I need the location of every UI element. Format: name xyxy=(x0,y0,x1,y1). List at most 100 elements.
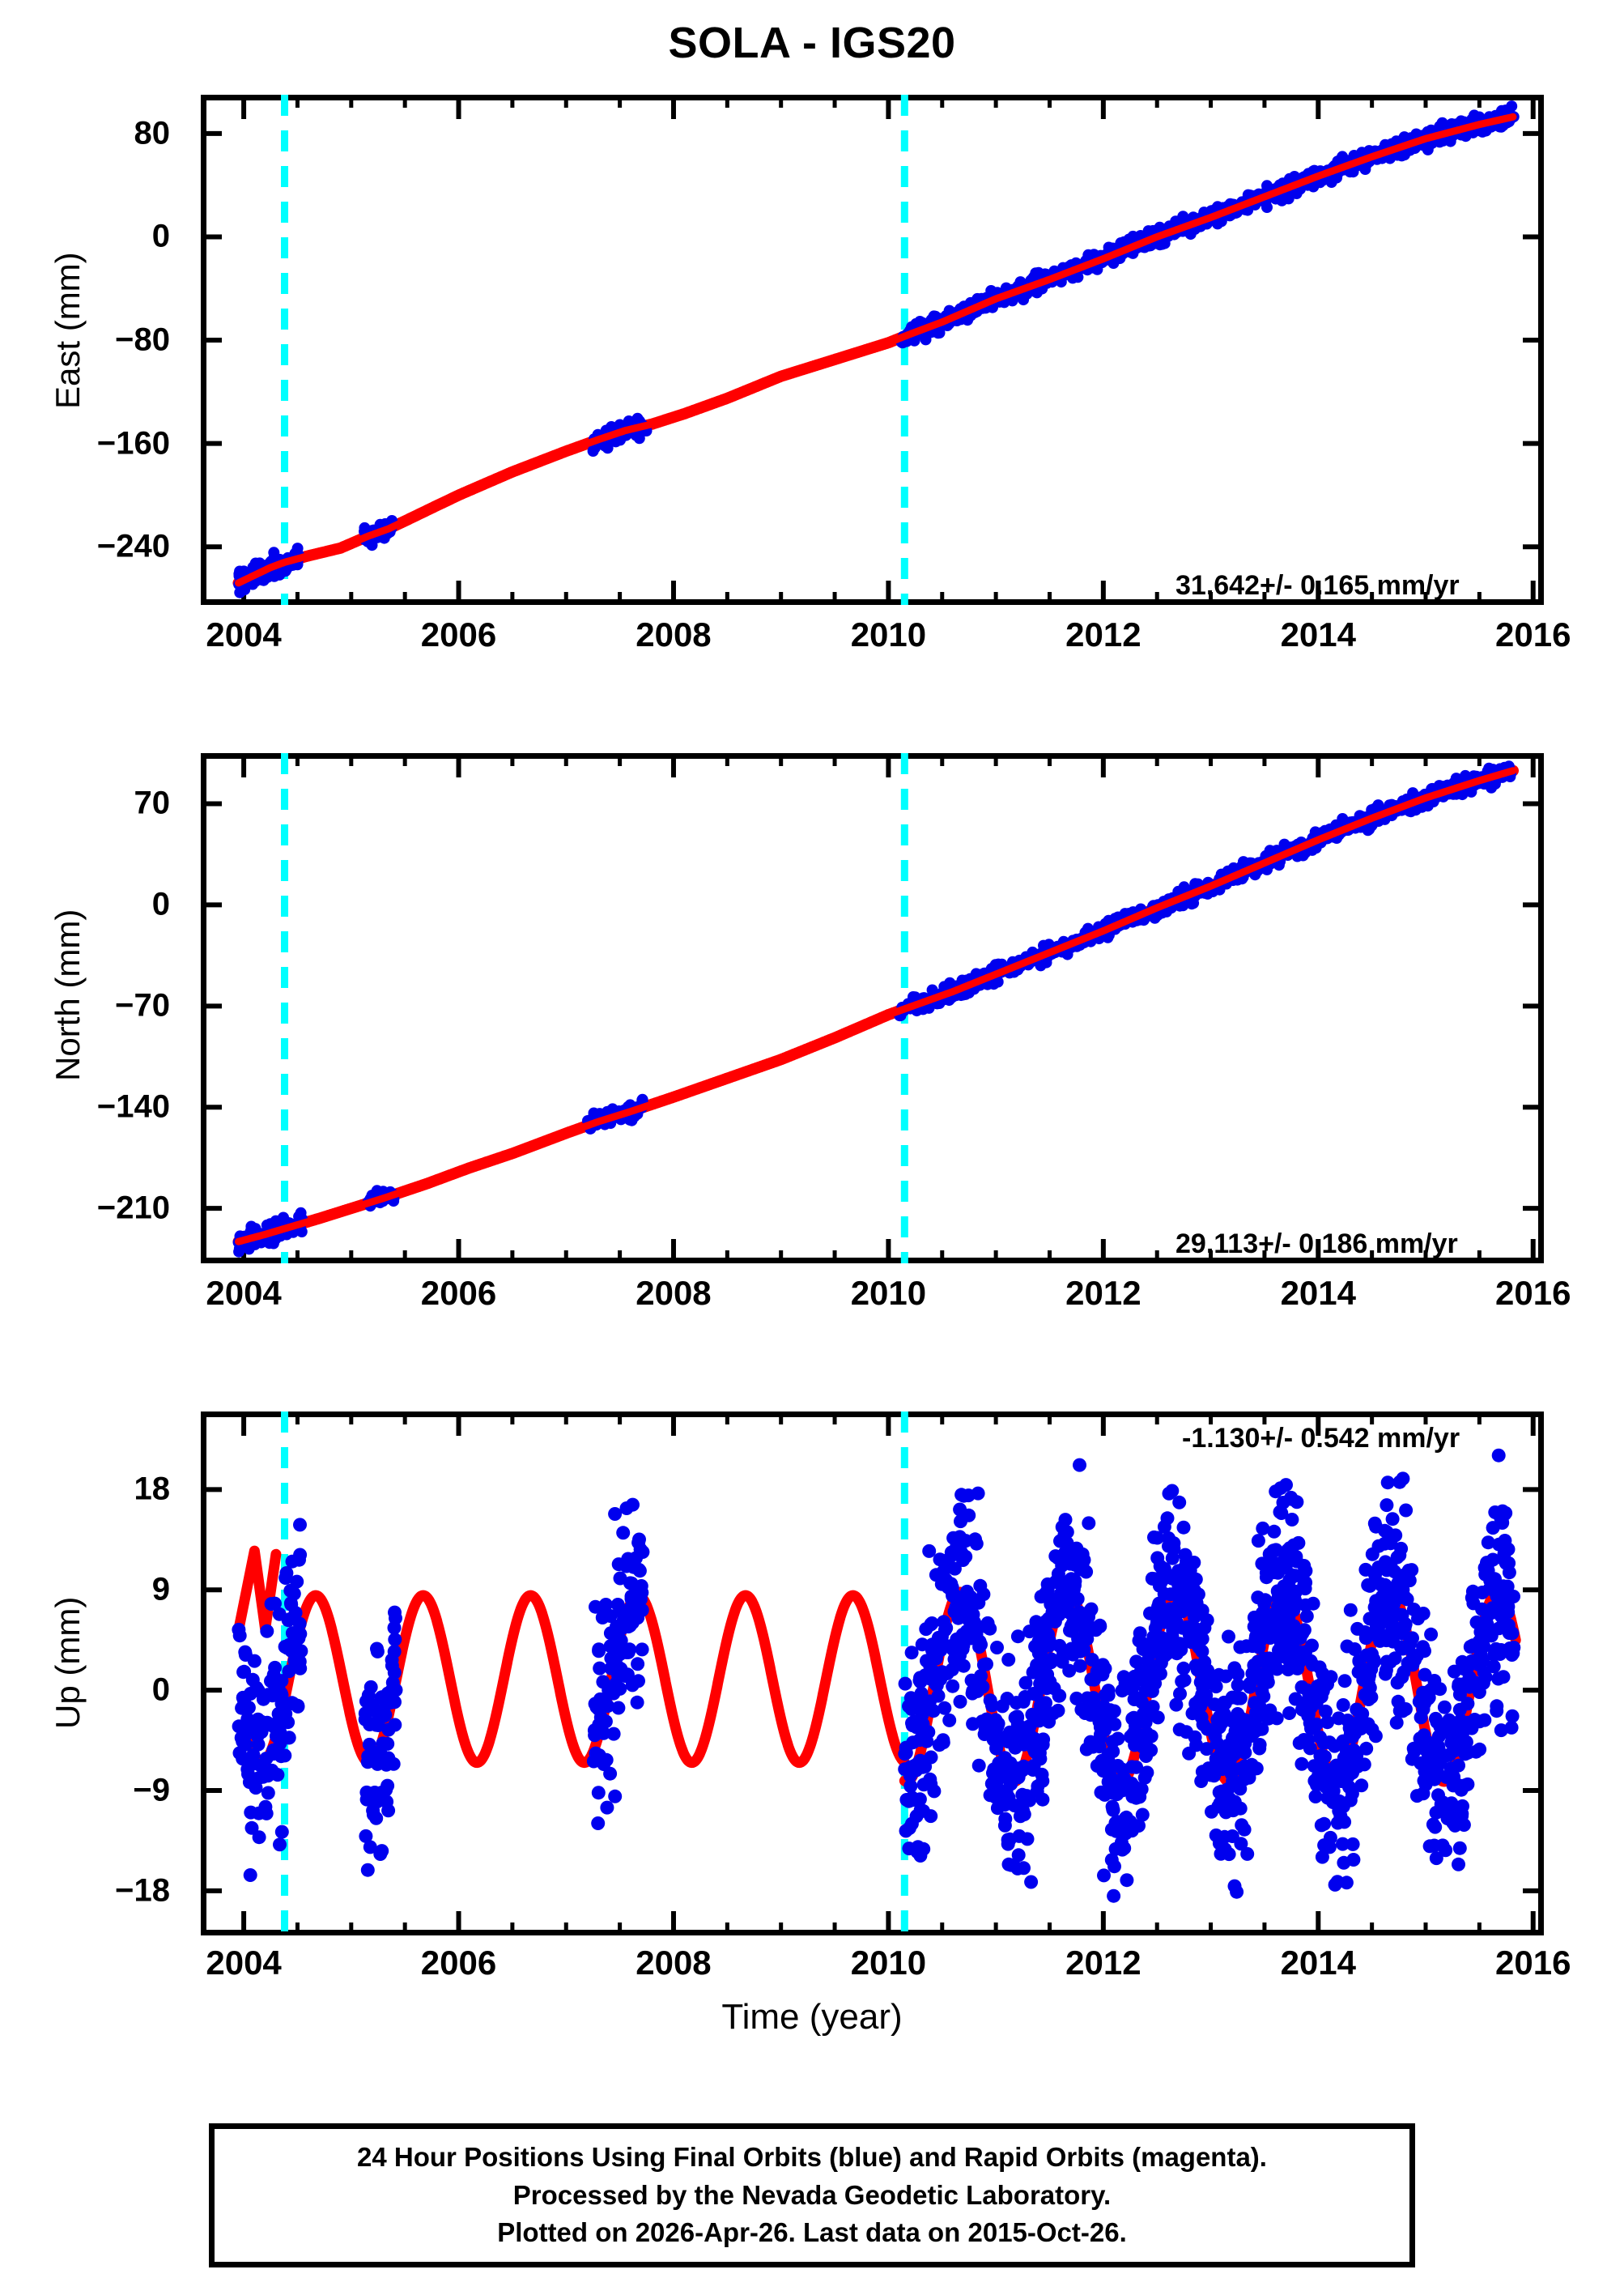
data-point xyxy=(1392,1704,1407,1718)
xtick-label-east-2: 2008 xyxy=(636,615,712,654)
data-point xyxy=(1063,1644,1078,1658)
ytick-label-north-2: −70 xyxy=(115,987,170,1024)
data-point xyxy=(1434,1797,1448,1812)
data-point xyxy=(955,1641,970,1656)
data-point xyxy=(1499,1586,1513,1601)
data-point xyxy=(1435,1838,1450,1853)
data-point xyxy=(903,1779,918,1794)
xtick-label-east-4: 2012 xyxy=(1065,615,1141,654)
data-point xyxy=(1231,1678,1245,1693)
xaxis-title: Time (year) xyxy=(721,1997,903,2037)
data-point xyxy=(1392,1475,1407,1489)
data-point xyxy=(898,1747,912,1761)
data-point xyxy=(1227,1879,1242,1893)
data-point xyxy=(1231,1707,1245,1721)
data-point xyxy=(368,1786,382,1799)
data-point xyxy=(1073,1658,1087,1673)
data-point xyxy=(1150,1531,1164,1545)
xtick-label-north-0: 2004 xyxy=(206,1274,282,1312)
panel-north-plot-area xyxy=(201,753,1544,1263)
data-point xyxy=(1169,1697,1184,1712)
data-point xyxy=(1305,1638,1319,1653)
data-point xyxy=(1043,1675,1057,1689)
data-point xyxy=(995,1699,1010,1714)
data-point xyxy=(990,1641,1004,1654)
data-point xyxy=(292,1616,307,1631)
data-point xyxy=(1191,1587,1205,1602)
data-point xyxy=(904,1816,919,1831)
data-point xyxy=(1235,1818,1249,1833)
data-point xyxy=(358,1712,372,1727)
data-point xyxy=(1179,1725,1193,1739)
data-point xyxy=(1018,1675,1033,1690)
data-point xyxy=(1429,1851,1443,1866)
data-point xyxy=(388,1633,402,1647)
data-point xyxy=(1009,1766,1023,1780)
data-point xyxy=(1285,1513,1299,1526)
ytick-label-north-0: 70 xyxy=(134,785,171,821)
ytick-label-east-0: 80 xyxy=(134,115,171,151)
data-point xyxy=(1445,1763,1460,1778)
footer-line-2: Processed by the Nevada Geodetic Laborat… xyxy=(512,2179,1112,2210)
data-point xyxy=(589,1599,602,1614)
xtick-label-up-2: 2008 xyxy=(636,1944,712,1982)
data-point xyxy=(1389,1587,1404,1602)
data-point xyxy=(596,1675,610,1689)
data-point xyxy=(918,1697,933,1712)
data-point xyxy=(1362,1671,1376,1686)
data-point xyxy=(1194,1710,1209,1724)
data-point xyxy=(375,1844,389,1859)
data-point xyxy=(1051,1703,1065,1718)
data-point xyxy=(232,1746,247,1761)
data-point xyxy=(1431,1739,1445,1753)
data-point xyxy=(1282,1706,1297,1720)
panel-east-plot-area xyxy=(201,95,1544,605)
data-point xyxy=(1255,1606,1269,1620)
data-point xyxy=(279,1566,294,1580)
data-point xyxy=(619,1559,634,1573)
data-point xyxy=(958,1601,972,1616)
data-point xyxy=(286,1697,300,1711)
data-point xyxy=(983,1788,997,1803)
data-point xyxy=(1433,1682,1448,1697)
data-point xyxy=(281,1715,295,1730)
data-point xyxy=(263,1237,275,1250)
data-point xyxy=(1406,1741,1421,1756)
data-point xyxy=(1496,1670,1511,1684)
data-point xyxy=(1101,1684,1116,1698)
data-point xyxy=(1428,1820,1443,1834)
xtick-label-up-6: 2016 xyxy=(1495,1944,1571,1982)
data-point xyxy=(283,1583,298,1598)
data-point xyxy=(1225,1690,1239,1705)
data-point xyxy=(1117,1818,1132,1833)
data-point xyxy=(1273,1481,1288,1496)
data-point xyxy=(1481,1564,1495,1578)
data-point xyxy=(269,1729,283,1744)
xtick-label-east-5: 2014 xyxy=(1280,615,1356,654)
data-point xyxy=(904,1646,919,1660)
data-point xyxy=(1396,1641,1410,1656)
page-title: SOLA - IGS20 xyxy=(668,19,956,67)
data-point xyxy=(1075,1557,1090,1572)
data-point xyxy=(1243,1680,1257,1694)
data-point xyxy=(252,1830,266,1845)
data-point xyxy=(1034,1590,1048,1604)
data-point xyxy=(1481,1535,1495,1550)
data-point xyxy=(944,1545,959,1560)
data-point xyxy=(1288,1692,1303,1706)
data-point xyxy=(946,1679,960,1693)
data-point xyxy=(1299,1564,1313,1578)
data-point xyxy=(973,1578,988,1593)
data-point xyxy=(282,1731,296,1745)
xtick-label-north-6: 2016 xyxy=(1495,1274,1571,1312)
data-point xyxy=(1418,1765,1432,1779)
data-point xyxy=(1494,1723,1508,1738)
data-point xyxy=(990,1801,1005,1816)
data-point xyxy=(942,1639,957,1654)
panel-up xyxy=(201,1411,1544,1935)
data-point xyxy=(1158,237,1171,249)
data-point xyxy=(1268,1565,1282,1580)
data-point xyxy=(1368,1729,1383,1744)
xtick-label-north-1: 2006 xyxy=(420,1274,497,1312)
data-point xyxy=(602,442,614,454)
